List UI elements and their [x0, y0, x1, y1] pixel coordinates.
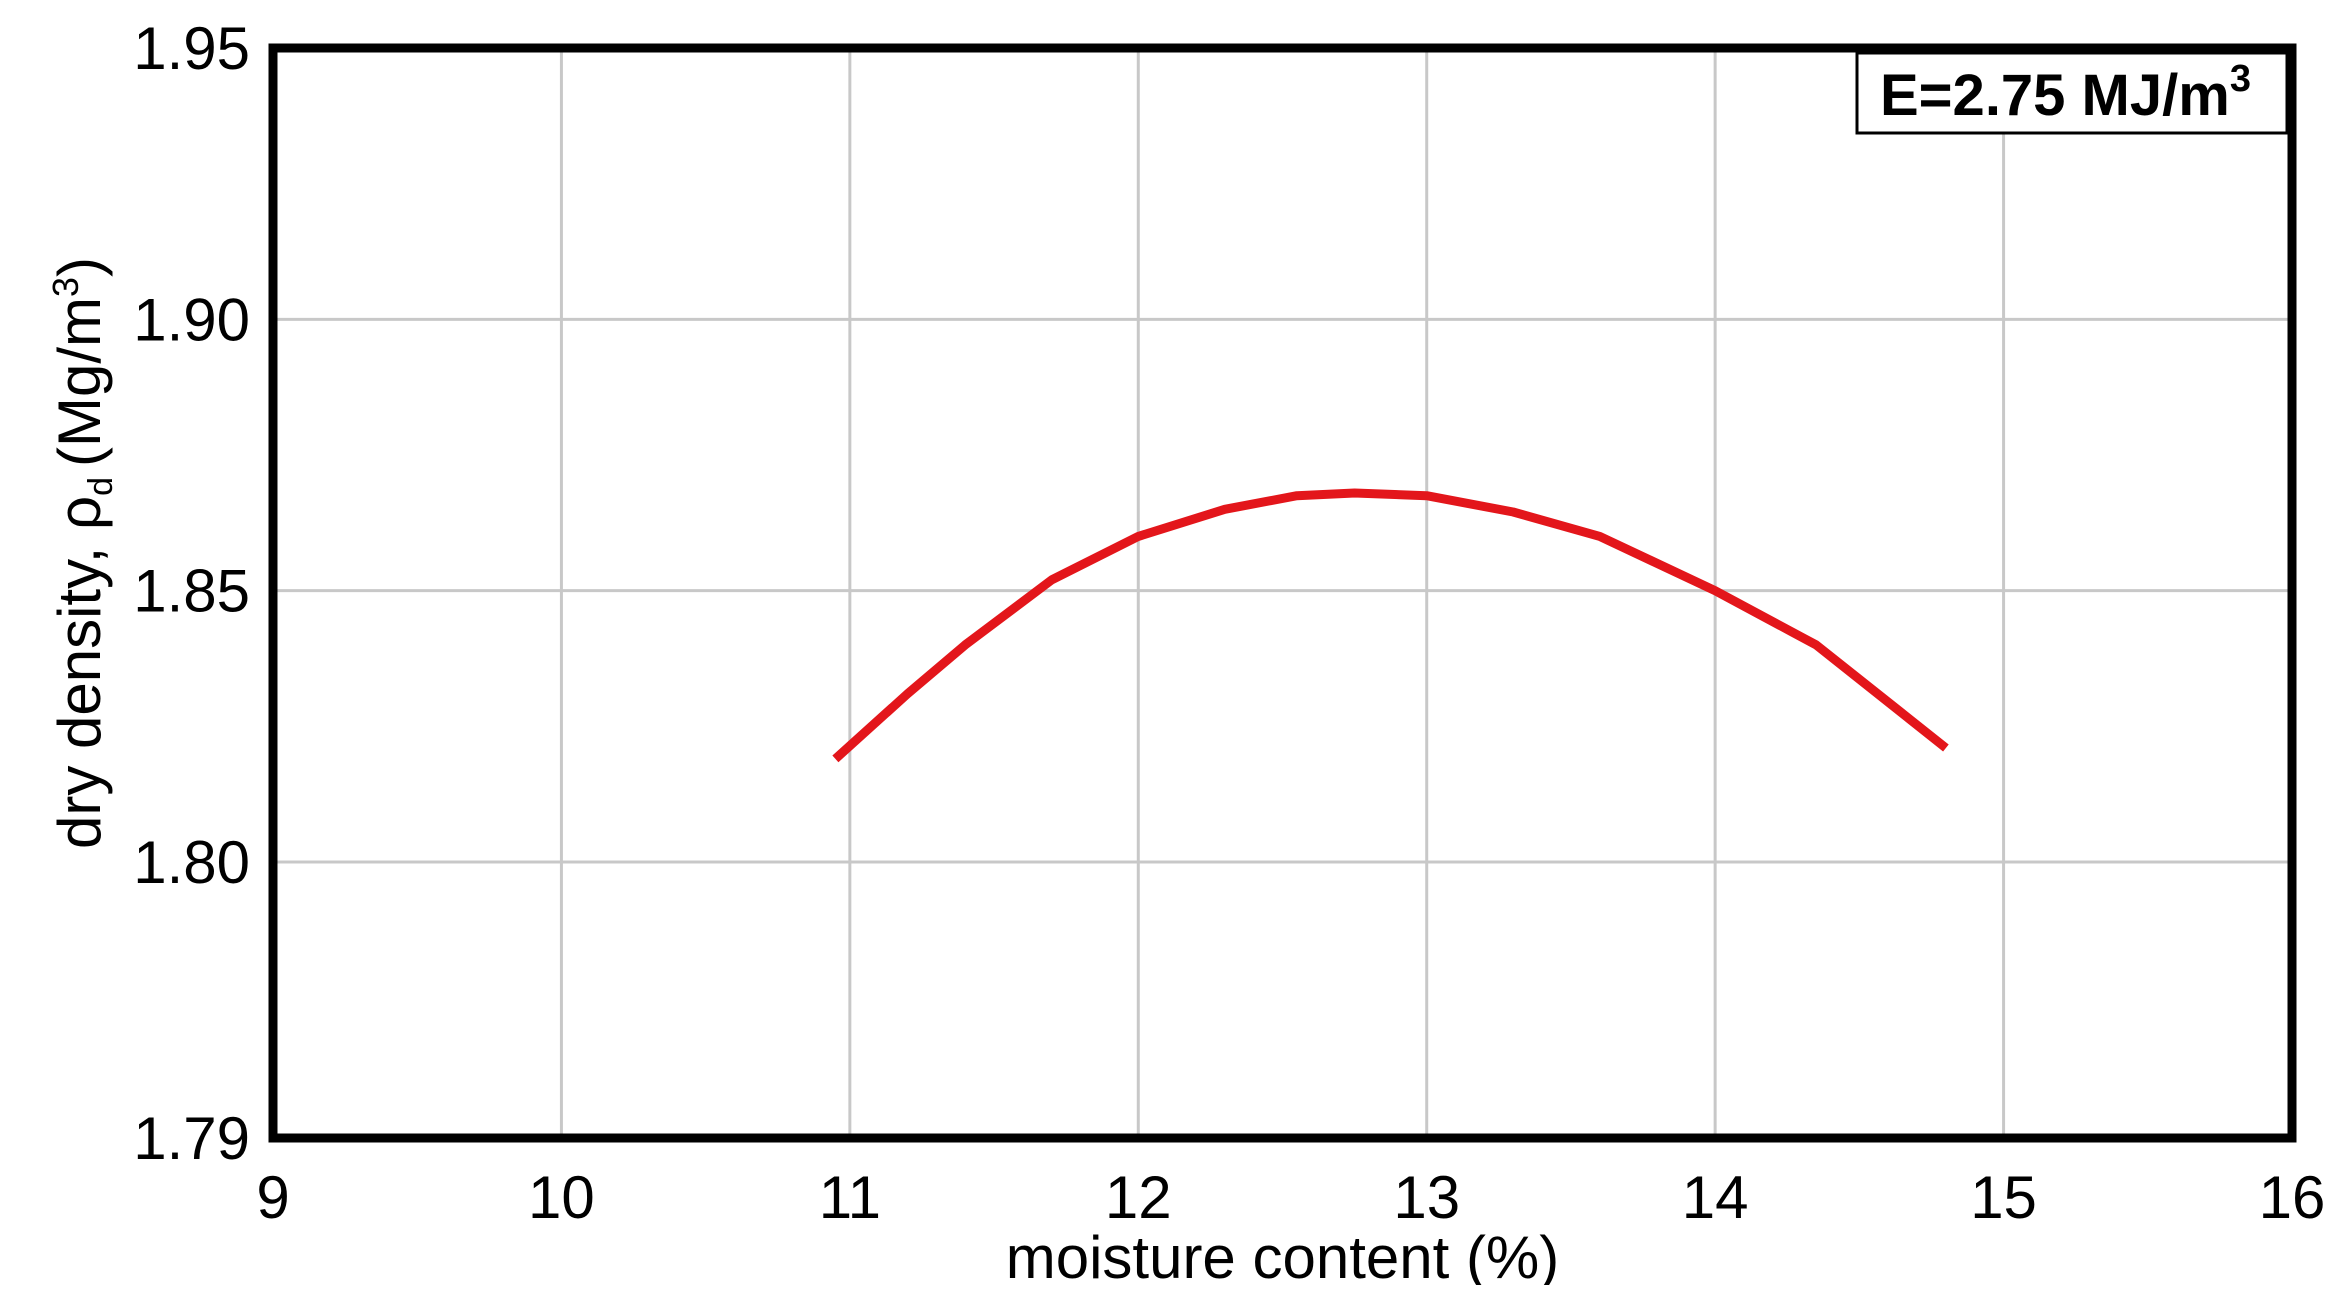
series-line: [832, 488, 1949, 763]
x-tick-label: 11: [819, 1164, 881, 1231]
x-tick-label: 13: [1393, 1164, 1460, 1231]
y-axis-title-rho: ρ: [46, 496, 113, 530]
plot-frame: [268, 43, 2297, 1143]
x-tick-label: 9: [256, 1164, 289, 1231]
annotation-frame: [1855, 51, 2289, 135]
y-axis-title-units: (Mg/m: [46, 297, 113, 467]
annotation-text: E=2.75 MJ/m3: [1880, 58, 2251, 128]
y-tick-label: 1.79: [133, 1105, 250, 1172]
y-axis-title-subscript: d: [82, 477, 120, 496]
y-axis-title-main: dry density,: [46, 530, 113, 849]
x-axis-title: moisture content (%): [1006, 1224, 1560, 1285]
x-tick-label: 10: [528, 1164, 595, 1231]
y-axis-title-close: ): [46, 257, 113, 277]
annotation-superscript: 3: [2230, 58, 2251, 100]
x-tick-label: 15: [1970, 1164, 2037, 1231]
x-tick-label: 12: [1105, 1164, 1172, 1231]
frame-layer: [268, 43, 2297, 1143]
annotation-main: E=2.75 MJ/m: [1880, 63, 2230, 128]
y-axis-title-superscript: 3: [45, 277, 86, 297]
y-tick-label: 1.80: [133, 829, 250, 896]
y-axis-title: dry density, ρd (Mg/m3): [45, 257, 120, 849]
series-layer: [832, 488, 1949, 763]
tick-label-layer: 9 10 11 12 13 14 15 16 1.79 1.80 1.85 1.90 1.95: [133, 15, 2325, 1231]
annotation-box: E=2.75 MJ/m3: [1855, 51, 2289, 135]
y-tick-label: 1.85: [133, 558, 250, 625]
y-tick-label: 1.95: [133, 15, 250, 82]
x-tick-label: 16: [2259, 1164, 2326, 1231]
y-tick-label: 1.90: [133, 286, 250, 353]
x-tick-label: 14: [1682, 1164, 1749, 1231]
